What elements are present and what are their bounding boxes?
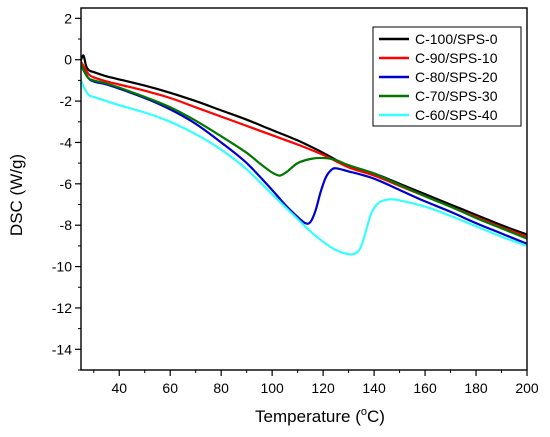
x-axis-title-unit: C) bbox=[367, 407, 385, 426]
y-tick-label: 0 bbox=[64, 52, 72, 68]
x-tick-label: 180 bbox=[464, 380, 488, 396]
y-tick-label: -6 bbox=[60, 176, 73, 192]
y-tick-label: -2 bbox=[60, 93, 73, 109]
x-tick-label: 140 bbox=[362, 380, 386, 396]
series-line-1 bbox=[81, 54, 527, 236]
x-tick-label: 120 bbox=[311, 380, 335, 396]
series-line-4 bbox=[81, 62, 527, 240]
legend-label-1: C-100/SPS-0 bbox=[415, 31, 498, 47]
y-tick-label: 2 bbox=[64, 10, 72, 26]
x-tick-label: 40 bbox=[111, 380, 127, 396]
y-tick-label: -10 bbox=[52, 259, 72, 275]
x-axis-title: Temperature (oC) bbox=[255, 406, 385, 426]
x-tick-label: 100 bbox=[260, 380, 284, 396]
x-axis-title-main: Temperature ( bbox=[255, 407, 361, 426]
y-tick-label: -8 bbox=[60, 217, 73, 233]
legend-label-2: C-90/SPS-10 bbox=[415, 50, 498, 66]
series-lines bbox=[81, 54, 527, 256]
legend-label-4: C-70/SPS-30 bbox=[415, 88, 498, 104]
x-tick-label: 160 bbox=[413, 380, 437, 396]
y-tick-label: -4 bbox=[60, 134, 73, 150]
plot-area bbox=[81, 54, 527, 256]
legend-label-5: C-60/SPS-40 bbox=[415, 107, 498, 123]
x-tick-label: 80 bbox=[213, 380, 229, 396]
legend-label-3: C-80/SPS-20 bbox=[415, 69, 498, 85]
plot-frame bbox=[80, 7, 528, 371]
y-tick-label: -14 bbox=[52, 341, 72, 357]
legend: C-100/SPS-0 C-90/SPS-10 C-80/SPS-20 C-70/SP… bbox=[372, 26, 522, 127]
x-axis-title-degree: o bbox=[361, 406, 367, 418]
y-tick-label: -12 bbox=[52, 300, 72, 316]
x-tick-label: 60 bbox=[162, 380, 178, 396]
axes: 40 60 80 100 120 140 160 180 200 2 0 -2 -4 -6 -8 -10 -12… bbox=[52, 7, 539, 396]
series-line-5 bbox=[81, 79, 527, 256]
y-axis-title: DSC (W/g) bbox=[7, 154, 26, 236]
x-tick-label: 200 bbox=[515, 380, 539, 396]
